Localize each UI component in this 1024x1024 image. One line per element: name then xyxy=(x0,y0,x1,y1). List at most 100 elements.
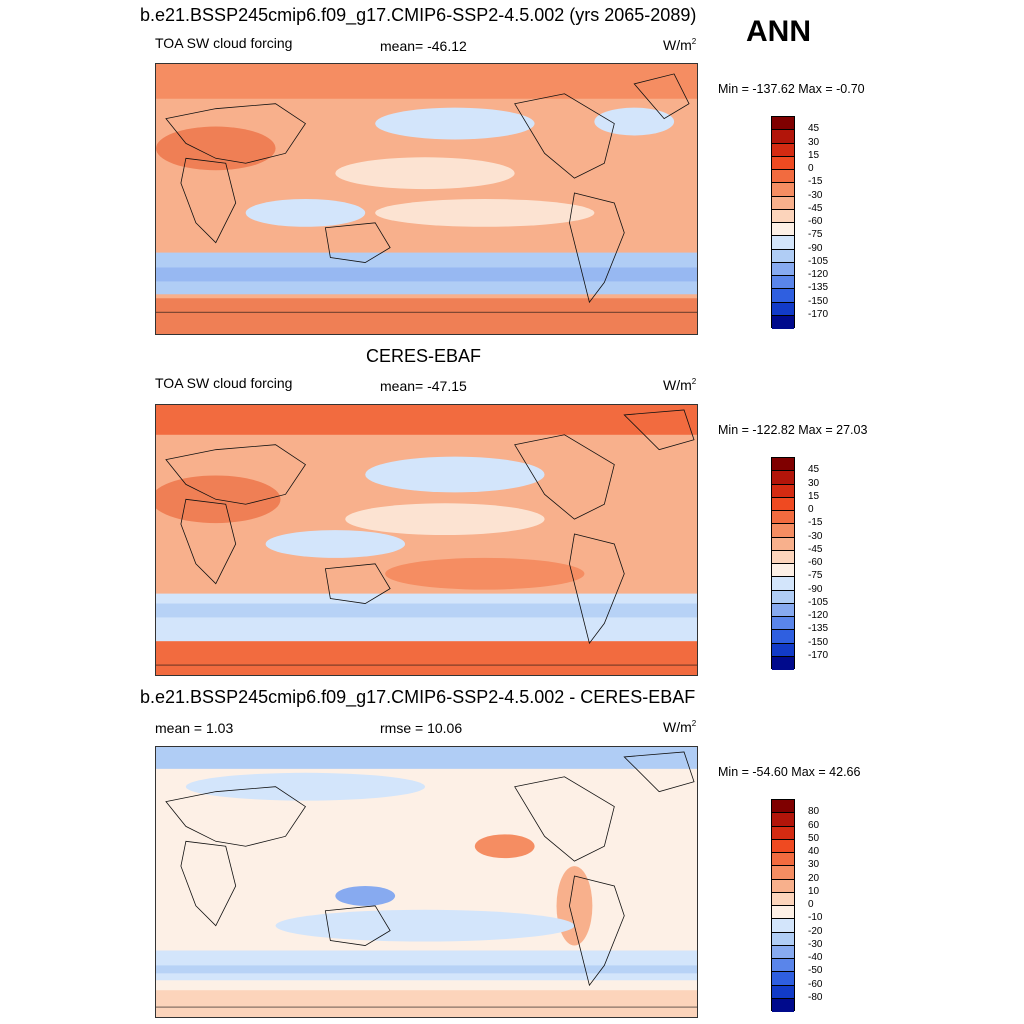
colorbar-tick-label: -50 xyxy=(808,965,823,977)
colorbar-tick-label: -75 xyxy=(808,570,823,582)
colorbar-tick-label: 45 xyxy=(808,464,820,476)
colorbar-swatch xyxy=(772,537,794,551)
colorbar-tick-label: -45 xyxy=(808,202,823,214)
colorbar-tick-label: -135 xyxy=(808,623,829,635)
colorbar-tick-label: -80 xyxy=(808,991,823,1003)
colorbar-tick-label: -75 xyxy=(808,229,823,241)
panel2-units: W/m2 xyxy=(663,377,697,393)
colorbar-tick-label: 15 xyxy=(808,149,820,161)
colorbar-tick-label: 20 xyxy=(808,872,820,884)
colorbar-swatch xyxy=(772,471,794,485)
colorbar-swatch xyxy=(772,289,794,303)
colorbar-tick-label: -135 xyxy=(808,282,829,294)
colorbar-swatch xyxy=(772,985,794,999)
colorbar-tick-label: -30 xyxy=(808,189,823,201)
panel1-map xyxy=(155,63,698,335)
colorbar-swatch xyxy=(772,919,794,933)
panel3-title: b.e21.BSSP245cmip6.f09_g17.CMIP6-SSP2-4.… xyxy=(140,687,696,707)
colorbar-swatch xyxy=(772,879,794,893)
panel1-units: W/m2 xyxy=(663,37,697,53)
colorbar-swatch xyxy=(772,302,794,316)
colorbar-swatch xyxy=(772,511,794,525)
panel1-mean-label: mean= -46.12 xyxy=(380,38,467,54)
colorbar-tick-label: -105 xyxy=(808,596,829,608)
panel2-minmax: Min = -122.82 Max = 27.03 xyxy=(718,423,868,437)
panel3-minmax: Min = -54.60 Max = 42.66 xyxy=(718,765,861,779)
colorbar-tick-label: 80 xyxy=(808,806,820,818)
colorbar-tick-label: -150 xyxy=(808,636,829,648)
colorbar-swatch xyxy=(772,183,794,197)
panel2-variable-label: TOA SW cloud forcing xyxy=(155,375,293,391)
colorbar-tick-label: -120 xyxy=(808,269,829,280)
colorbar-tick-label: -170 xyxy=(808,649,829,661)
panel1-title: b.e21.BSSP245cmip6.f09_g17.CMIP6-SSP2-4.… xyxy=(140,5,697,25)
colorbar-swatch xyxy=(772,603,794,617)
colorbar-tick-label: -30 xyxy=(808,938,823,950)
colorbar-swatch xyxy=(772,972,794,986)
colorbar-tick-label: 30 xyxy=(808,477,820,489)
colorbar-tick-label: 0 xyxy=(808,163,814,174)
colorbar-tick-label: 10 xyxy=(808,885,820,897)
colorbar-swatch xyxy=(772,959,794,973)
colorbar-tick-label: -40 xyxy=(808,952,823,963)
colorbar-tick-label: 30 xyxy=(808,859,820,871)
colorbar-swatch xyxy=(772,813,794,827)
colorbar-tick-label: -30 xyxy=(808,530,823,542)
colorbar-swatch xyxy=(772,656,794,670)
panel3-units: W/m2 xyxy=(663,719,697,735)
panel1-colorbar xyxy=(771,116,795,329)
colorbar-swatch xyxy=(772,156,794,170)
colorbar-swatch xyxy=(772,906,794,920)
colorbar-tick-label: -10 xyxy=(808,912,823,924)
colorbar-swatch xyxy=(772,866,794,880)
colorbar-tick-label: -90 xyxy=(808,583,823,595)
panel1-variable-label: TOA SW cloud forcing xyxy=(155,35,293,51)
colorbar-tick-label: -15 xyxy=(808,176,823,188)
colorbar-swatch xyxy=(772,853,794,867)
colorbar-tick-label: -45 xyxy=(808,543,823,555)
panel3-colorbar xyxy=(771,799,795,1012)
colorbar-tick-label: -60 xyxy=(808,978,823,990)
colorbar-tick-label: -150 xyxy=(808,295,829,307)
colorbar-tick-label: -90 xyxy=(808,242,823,254)
colorbar-tick-label: -60 xyxy=(808,216,823,227)
colorbar-tick-label: -170 xyxy=(808,308,829,320)
colorbar-tick-label: 60 xyxy=(808,819,820,831)
panel2-title: CERES-EBAF xyxy=(366,346,482,366)
colorbar-swatch xyxy=(772,117,794,131)
colorbar-swatch xyxy=(772,630,794,644)
colorbar-tick-label: 15 xyxy=(808,490,820,502)
colorbar-swatch xyxy=(772,497,794,511)
colorbar-swatch xyxy=(772,839,794,853)
colorbar-swatch xyxy=(772,577,794,591)
colorbar-swatch xyxy=(772,800,794,814)
panel1-minmax: Min = -137.62 Max = -0.70 xyxy=(718,82,865,96)
colorbar-tick-label: 45 xyxy=(808,123,820,135)
colorbar-swatch xyxy=(772,236,794,250)
panel2-map xyxy=(155,404,698,676)
colorbar-swatch xyxy=(772,196,794,210)
colorbar-swatch xyxy=(772,617,794,631)
panel3-rmse-label: rmse = 10.06 xyxy=(380,720,463,736)
colorbar-tick-label: -105 xyxy=(808,255,829,267)
colorbar-swatch xyxy=(772,550,794,564)
colorbar-swatch xyxy=(772,998,794,1012)
panel2-mean-label: mean= -47.15 xyxy=(380,378,467,394)
colorbar-swatch xyxy=(772,458,794,472)
colorbar-tick-label: -120 xyxy=(808,610,829,621)
panel2-colorbar xyxy=(771,457,795,670)
colorbar-tick-label: 0 xyxy=(808,899,814,910)
colorbar-swatch xyxy=(772,945,794,959)
colorbar-swatch xyxy=(772,643,794,657)
colorbar-swatch xyxy=(772,170,794,184)
colorbar-swatch xyxy=(772,249,794,263)
colorbar-swatch xyxy=(772,315,794,329)
colorbar-swatch xyxy=(772,143,794,157)
colorbar-tick-label: 40 xyxy=(808,846,820,857)
colorbar-swatch xyxy=(772,223,794,237)
colorbar-swatch xyxy=(772,590,794,604)
colorbar-swatch xyxy=(772,932,794,946)
colorbar-swatch xyxy=(772,130,794,144)
colorbar-swatch xyxy=(772,564,794,578)
colorbar-swatch xyxy=(772,826,794,840)
